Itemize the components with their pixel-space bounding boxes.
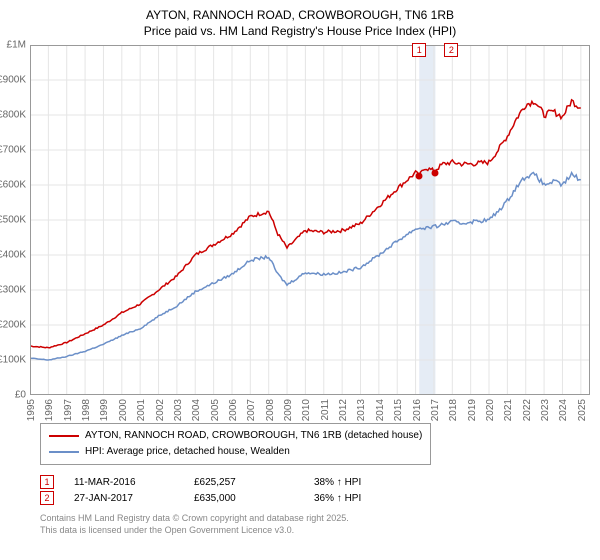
x-axis-label: 2003 bbox=[173, 399, 184, 421]
x-axis-label: 2007 bbox=[246, 399, 257, 421]
x-axis-label: 2012 bbox=[338, 399, 349, 421]
legend-section: AYTON, RANNOCH ROAD, CROWBOROUGH, TN6 1R… bbox=[40, 423, 580, 505]
data-point-rows: 1 11-MAR-2016£625,25738% ↑ HPI 2 27-JAN-201… bbox=[40, 475, 580, 505]
data-marker-icon: 1 bbox=[40, 475, 54, 489]
plot-area: £0£100K£200K£300K£400K£500K£600K£700K£80… bbox=[30, 45, 590, 395]
legend-row-2: HPI: Average price, detached house, Weal… bbox=[49, 444, 422, 460]
title-line1: AYTON, RANNOCH ROAD, CROWBOROUGH, TN6 1R… bbox=[12, 8, 588, 24]
data-point-row: 2 27-JAN-2017£635,00036% ↑ HPI bbox=[40, 491, 580, 505]
y-axis-label: £0 bbox=[15, 390, 26, 401]
data-date: 27-JAN-2017 bbox=[74, 493, 194, 504]
y-axis-label: £300K bbox=[0, 285, 26, 296]
legend-box: AYTON, RANNOCH ROAD, CROWBOROUGH, TN6 1R… bbox=[40, 423, 431, 465]
y-axis-label: £500K bbox=[0, 215, 26, 226]
y-axis-label: £100K bbox=[0, 355, 26, 366]
x-axis-label: 2001 bbox=[136, 399, 147, 421]
x-axis-label: 1997 bbox=[63, 399, 74, 421]
title-line2: Price paid vs. HM Land Registry's House … bbox=[12, 24, 588, 40]
x-axis-label: 2016 bbox=[412, 399, 423, 421]
x-axis-label: 2017 bbox=[430, 399, 441, 421]
chart-title: AYTON, RANNOCH ROAD, CROWBOROUGH, TN6 1R… bbox=[12, 8, 588, 39]
x-axis-label: 2009 bbox=[283, 399, 294, 421]
y-axis-label: £600K bbox=[0, 180, 26, 191]
data-delta: 38% ↑ HPI bbox=[314, 477, 434, 488]
x-axis-label: 2018 bbox=[448, 399, 459, 421]
data-price: £625,257 bbox=[194, 477, 314, 488]
y-axis-label: £400K bbox=[0, 250, 26, 261]
legend-swatch-1 bbox=[49, 435, 79, 437]
data-date: 11-MAR-2016 bbox=[74, 477, 194, 488]
x-axis-label: 2008 bbox=[265, 399, 276, 421]
y-axis-label: £1M bbox=[7, 40, 26, 51]
data-point-row: 1 11-MAR-2016£625,25738% ↑ HPI bbox=[40, 475, 580, 489]
x-axis-label: 2010 bbox=[301, 399, 312, 421]
data-delta: 36% ↑ HPI bbox=[314, 493, 434, 504]
x-axis-label: 2023 bbox=[540, 399, 551, 421]
x-axis-label: 2019 bbox=[467, 399, 478, 421]
data-marker-icon: 2 bbox=[40, 491, 54, 505]
legend-label-2: HPI: Average price, detached house, Weal… bbox=[85, 444, 290, 460]
chart-dot-1 bbox=[416, 173, 423, 180]
x-axis-label: 1999 bbox=[99, 399, 110, 421]
legend-label-1: AYTON, RANNOCH ROAD, CROWBOROUGH, TN6 1R… bbox=[85, 428, 422, 444]
x-axis-label: 2006 bbox=[228, 399, 239, 421]
x-axis-label: 1998 bbox=[81, 399, 92, 421]
x-axis-label: 2021 bbox=[503, 399, 514, 421]
x-axis-label: 2002 bbox=[155, 399, 166, 421]
x-axis-label: 2000 bbox=[118, 399, 129, 421]
x-axis-label: 2014 bbox=[375, 399, 386, 421]
chart-marker-1: 1 bbox=[412, 43, 426, 57]
x-axis-label: 2020 bbox=[485, 399, 496, 421]
y-axis-label: £900K bbox=[0, 75, 26, 86]
x-axis-label: 1995 bbox=[26, 399, 37, 421]
legend-row-1: AYTON, RANNOCH ROAD, CROWBOROUGH, TN6 1R… bbox=[49, 428, 422, 444]
x-axis-label: 2004 bbox=[191, 399, 202, 421]
chart-marker-2: 2 bbox=[444, 43, 458, 57]
chart-container: AYTON, RANNOCH ROAD, CROWBOROUGH, TN6 1R… bbox=[0, 0, 600, 560]
x-axis-label: 2011 bbox=[320, 399, 331, 421]
x-axis-label: 2005 bbox=[210, 399, 221, 421]
footer-line2: This data is licensed under the Open Gov… bbox=[40, 525, 578, 537]
x-axis-label: 2013 bbox=[356, 399, 367, 421]
x-axis-label: 2022 bbox=[522, 399, 533, 421]
legend-swatch-2 bbox=[49, 451, 79, 453]
y-axis-label: £800K bbox=[0, 110, 26, 121]
x-axis-label: 2025 bbox=[577, 399, 588, 421]
x-axis-label: 1996 bbox=[44, 399, 55, 421]
x-axis-label: 2015 bbox=[393, 399, 404, 421]
y-axis-label: £200K bbox=[0, 320, 26, 331]
chart-dot-2 bbox=[432, 169, 439, 176]
plot-svg bbox=[30, 45, 590, 395]
footer-line1: Contains HM Land Registry data © Crown c… bbox=[40, 513, 578, 525]
y-axis-label: £700K bbox=[0, 145, 26, 156]
x-axis-label: 2024 bbox=[558, 399, 569, 421]
footer: Contains HM Land Registry data © Crown c… bbox=[40, 513, 578, 536]
data-price: £635,000 bbox=[194, 493, 314, 504]
